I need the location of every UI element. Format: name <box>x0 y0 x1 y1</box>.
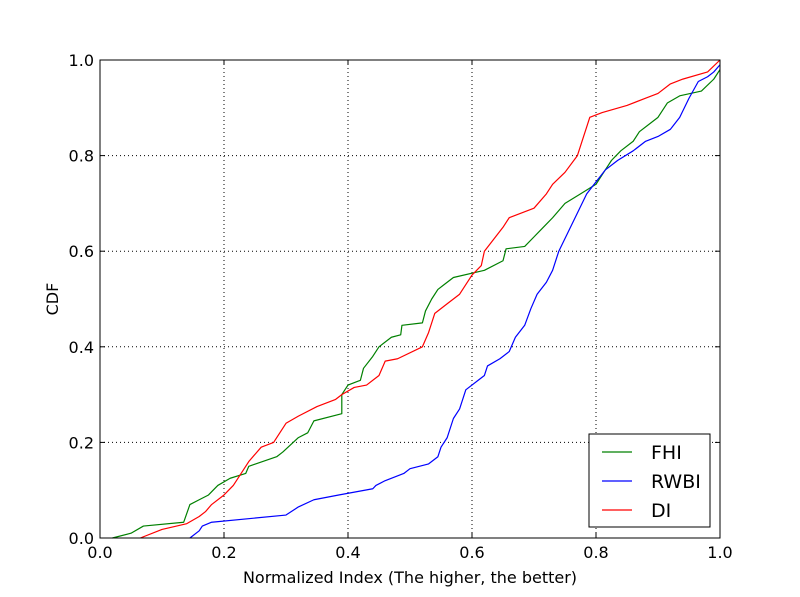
legend: FHI RWBI DI <box>588 433 711 528</box>
legend-label-rwbi: RWBI <box>651 471 701 493</box>
legend-label-di: DI <box>651 500 671 522</box>
y-tick-label: 0.4 <box>69 338 94 357</box>
x-tick-label: 0.2 <box>211 543 236 562</box>
x-tick-label: 0.6 <box>459 543 484 562</box>
series-lines <box>112 59 721 539</box>
y-tick-label: 0.0 <box>69 529 94 548</box>
x-tick-label: 1.0 <box>707 543 732 562</box>
y-tick-label: 0.6 <box>69 242 94 261</box>
series-line-di <box>140 59 721 539</box>
y-tick-label: 0.2 <box>69 433 94 452</box>
y-tick-label: 0.8 <box>69 147 94 166</box>
series-line-rwbi <box>189 64 721 539</box>
y-axis-title: CDF <box>43 283 62 316</box>
y-tick-label: 1.0 <box>69 51 94 70</box>
legend-label-fhi: FHI <box>651 442 682 464</box>
x-axis-title: Normalized Index (The higher, the better… <box>243 568 577 587</box>
x-tick-label: 0.8 <box>583 543 608 562</box>
x-tick-label: 0.0 <box>87 543 112 562</box>
x-tick-label: 0.4 <box>335 543 360 562</box>
axis-ticks: 0.0 0.2 0.4 0.6 0.8 1.0 0.0 0.2 0.4 0.6 0.8 1.0 <box>69 51 733 562</box>
plot-frame <box>99 59 721 539</box>
